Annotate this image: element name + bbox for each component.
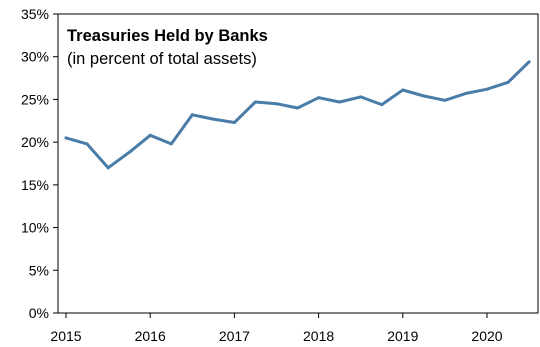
y-tick-label: 30% xyxy=(21,49,49,65)
data-point xyxy=(317,96,321,100)
data-point xyxy=(64,136,68,140)
series-layer xyxy=(64,60,531,170)
data-point xyxy=(232,120,236,124)
data-point xyxy=(211,117,215,121)
data-point xyxy=(506,80,510,84)
y-tick-label: 5% xyxy=(29,262,49,278)
x-tick-label: 2018 xyxy=(303,328,334,344)
data-point xyxy=(338,100,342,104)
data-point xyxy=(148,133,152,137)
chart-subtitle: (in percent of total assets) xyxy=(67,50,257,68)
x-tick-label: 2020 xyxy=(471,328,502,344)
data-point xyxy=(253,100,257,104)
data-point xyxy=(464,91,468,95)
y-tick-label: 20% xyxy=(21,134,49,150)
x-tick-label: 2017 xyxy=(219,328,250,344)
data-point xyxy=(127,150,131,154)
data-point xyxy=(190,113,194,117)
plot-border xyxy=(57,13,539,314)
data-point xyxy=(106,166,110,170)
y-tick-label: 25% xyxy=(21,91,49,107)
data-point xyxy=(527,60,531,64)
data-point xyxy=(443,98,447,102)
y-tick-label: 10% xyxy=(21,220,49,236)
y-tick-label: 0% xyxy=(29,305,49,321)
x-tick-label: 2019 xyxy=(387,328,418,344)
y-tick-label: 15% xyxy=(21,177,49,193)
plot-frame xyxy=(57,13,539,314)
y-tick-label: 35% xyxy=(21,6,49,22)
data-point xyxy=(85,142,89,146)
data-point xyxy=(401,88,405,92)
x-tick-label: 2015 xyxy=(50,328,81,344)
x-axis: 2015 2016 2017 2018 2019 2020 xyxy=(50,313,503,344)
data-point xyxy=(275,102,278,106)
data-point xyxy=(359,95,363,99)
x-tick-label: 2016 xyxy=(135,328,166,344)
data-point xyxy=(380,103,384,107)
data-point xyxy=(296,106,300,110)
data-point xyxy=(485,87,489,91)
data-point xyxy=(422,94,426,98)
data-point xyxy=(169,142,173,146)
series-line xyxy=(64,60,531,170)
chart-title: Treasuries Held by Banks xyxy=(67,27,268,45)
y-axis: 0% 5% 10% 15% 20% 25% 30% 35% xyxy=(21,6,58,321)
chart-title-box: Treasuries Held by Banks (in percent of … xyxy=(67,25,268,71)
